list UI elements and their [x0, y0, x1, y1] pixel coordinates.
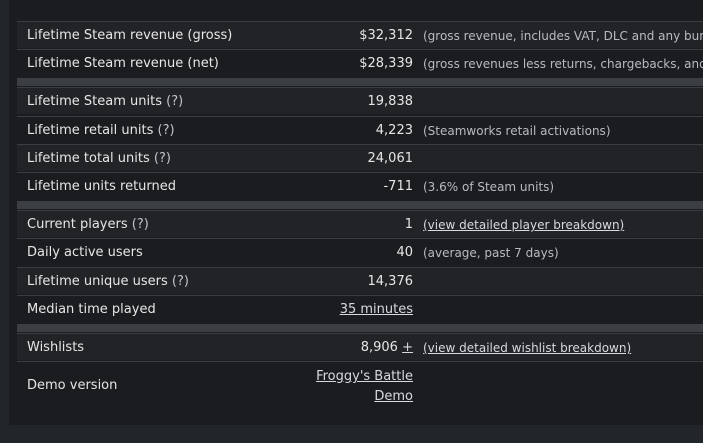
- unique-users-help[interactable]: (?): [171, 274, 189, 289]
- row-unique-users: Lifetime unique users (?) 14,376: [17, 267, 703, 294]
- row-revenue-gross: Lifetime Steam revenue (gross) $32,312 (…: [17, 21, 703, 48]
- wishlist-breakdown-link[interactable]: (view detailed wishlist breakdown): [423, 341, 632, 355]
- steam-units-help[interactable]: (?): [166, 94, 184, 109]
- wishlists-value: 8,906: [360, 340, 398, 355]
- units-returned-note: (3.6% of Steam units): [423, 180, 555, 194]
- current-players-help[interactable]: (?): [131, 217, 149, 232]
- section-divider: [17, 324, 703, 332]
- revenue-net-label: Lifetime Steam revenue (net): [27, 56, 219, 71]
- wishlists-label: Wishlists: [27, 340, 85, 355]
- row-wishlists: Wishlists 8,906 + (view detailed wishlis…: [17, 333, 703, 360]
- revenue-gross-label: Lifetime Steam revenue (gross): [27, 28, 233, 43]
- revenue-net-note: (gross revenues less returns, chargeback…: [423, 57, 703, 71]
- demo-version-label: Demo version: [27, 378, 118, 393]
- retail-units-help[interactable]: (?): [157, 123, 175, 138]
- demo-link-line2[interactable]: Demo: [374, 389, 413, 404]
- row-retail-units: Lifetime retail units (?) 4,223 (Steamwo…: [17, 116, 703, 143]
- retail-units-value: 4,223: [375, 123, 413, 138]
- row-total-units: Lifetime total units (?) 24,061: [17, 144, 703, 171]
- row-demo-version: Demo version Froggy's Battle Demo: [17, 361, 703, 409]
- row-daily-active: Daily active users 40 (average, past 7 d…: [17, 238, 703, 265]
- row-units-returned: Lifetime units returned -711 (3.6% of St…: [17, 172, 703, 199]
- current-players-label: Current players: [27, 217, 128, 232]
- units-returned-value: -711: [383, 179, 413, 194]
- median-time-link[interactable]: 35 minutes: [339, 302, 413, 317]
- retail-units-note: (Steamworks retail activations): [423, 124, 611, 138]
- current-players-value: 1: [404, 217, 413, 232]
- section-divider: [17, 78, 703, 86]
- daily-active-value: 40: [396, 245, 413, 260]
- row-steam-units: Lifetime Steam units (?) 19,838: [17, 87, 703, 114]
- total-units-label: Lifetime total units: [27, 151, 150, 166]
- retail-units-label: Lifetime retail units: [27, 123, 154, 138]
- daily-active-note: (average, past 7 days): [423, 246, 559, 260]
- total-units-value: 24,061: [367, 151, 414, 166]
- median-time-label: Median time played: [27, 302, 156, 317]
- unique-users-label: Lifetime unique users: [27, 274, 168, 289]
- revenue-net-value: $28,339: [359, 56, 413, 71]
- daily-active-label: Daily active users: [27, 245, 143, 260]
- total-units-help[interactable]: (?): [153, 151, 171, 166]
- steam-units-value: 19,838: [367, 94, 414, 109]
- row-current-players: Current players (?) 1 (view detailed pla…: [17, 210, 703, 237]
- revenue-gross-note: (gross revenue, includes VAT, DLC and an…: [423, 29, 703, 43]
- section-divider: [17, 201, 703, 209]
- revenue-gross-value: $32,312: [359, 28, 413, 43]
- player-breakdown-link[interactable]: (view detailed player breakdown): [423, 218, 625, 232]
- wishlist-plus-link[interactable]: +: [402, 340, 413, 355]
- units-returned-label: Lifetime units returned: [27, 179, 177, 194]
- row-median-time: Median time played 35 minutes: [17, 295, 703, 322]
- steam-units-label: Lifetime Steam units: [27, 94, 163, 109]
- row-revenue-net: Lifetime Steam revenue (net) $28,339 (gr…: [17, 49, 703, 76]
- unique-users-value: 14,376: [367, 274, 414, 289]
- demo-link-line1[interactable]: Froggy's Battle: [316, 369, 413, 384]
